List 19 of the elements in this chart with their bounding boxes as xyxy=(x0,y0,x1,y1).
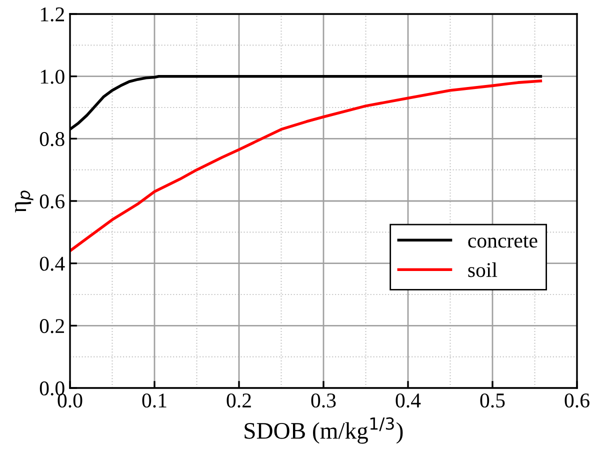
x-tick-label: 0.4 xyxy=(396,393,421,408)
x-tick-label: 0.0 xyxy=(58,393,82,408)
line-series xyxy=(70,80,542,252)
y-tick-label: 1.2 xyxy=(40,7,64,22)
x-axis-title: SDOB (m/kg$^{1/3}$) xyxy=(244,417,403,444)
y-tick-label: 0.2 xyxy=(40,319,64,334)
y-tick-label: 0.8 xyxy=(40,132,64,146)
legend-label: concrete xyxy=(468,236,538,248)
x-tick-label: 0.2 xyxy=(226,393,251,408)
x-tick-label: 0.6 xyxy=(564,393,590,408)
x-tick-label: 0.3 xyxy=(311,393,336,408)
y-axis-title: η$_{p}$ xyxy=(14,190,34,213)
legend-label: soil xyxy=(468,262,498,278)
x-tick-label: 0.5 xyxy=(480,393,505,408)
y-tick-label: 1.0 xyxy=(40,70,64,84)
y-tick-label: 0.6 xyxy=(40,194,65,209)
x-tick-label: 0.1 xyxy=(142,393,166,408)
y-tick-label: 0.0 xyxy=(40,381,64,396)
y-tick-label: 0.4 xyxy=(40,256,65,271)
